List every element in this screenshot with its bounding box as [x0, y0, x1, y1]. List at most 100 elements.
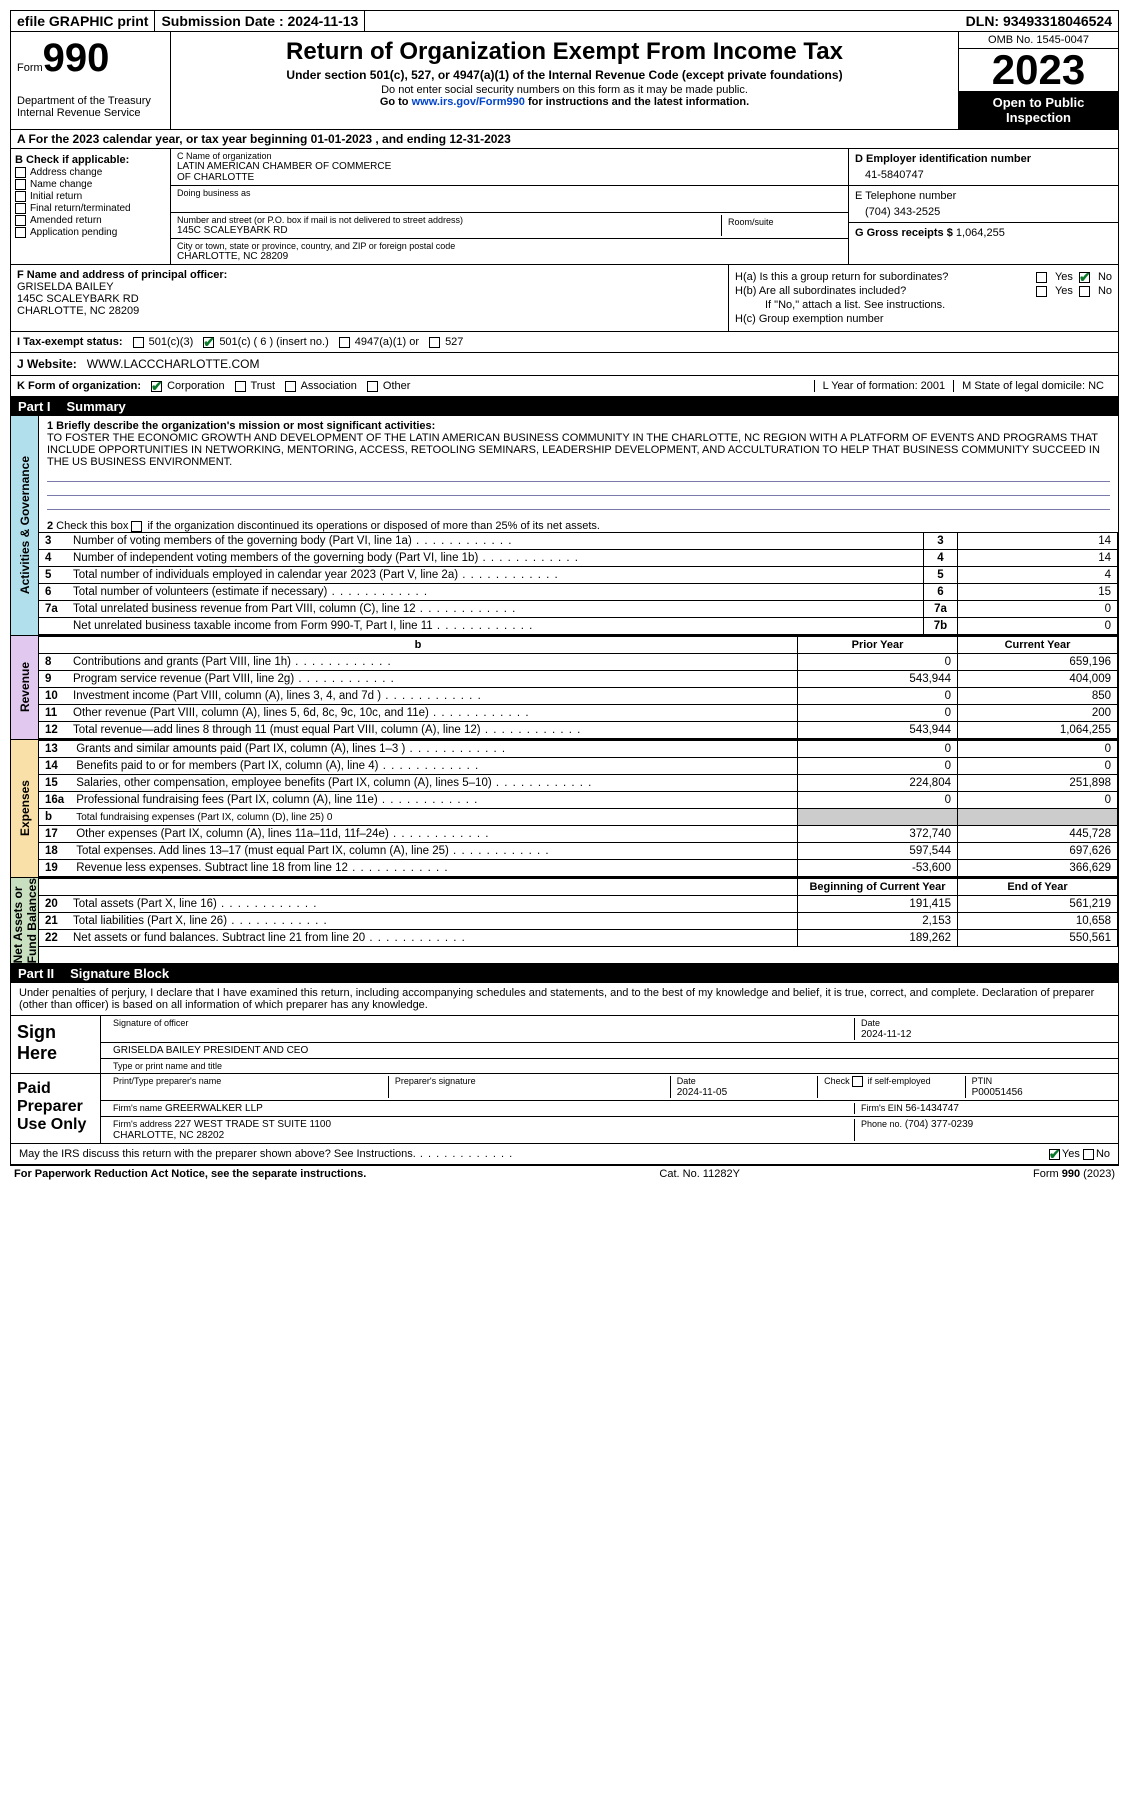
part-label: Part I [18, 399, 51, 414]
table-row: 7aTotal unrelated business revenue from … [39, 601, 1118, 618]
checkbox-icon[interactable] [133, 337, 144, 348]
b-opt-final: Final return/terminated [15, 203, 166, 214]
table-row: 11Other revenue (Part VIII, column (A), … [39, 705, 1118, 722]
checkbox-icon[interactable] [15, 203, 26, 214]
gross-cell: G Gross receipts $ 1,064,255 [849, 223, 1118, 243]
city-cell: City or town, state or province, country… [171, 239, 848, 264]
officer-name-addr: GRISELDA BAILEY 145C SCALEYBARK RD CHARL… [17, 281, 722, 317]
b-opt-pending: Application pending [15, 227, 166, 238]
dba-cell: Doing business as [171, 186, 848, 213]
hdr-end: End of Year [958, 879, 1118, 896]
room-suite-label: Room/suite [722, 215, 842, 236]
org-name: LATIN AMERICAN CHAMBER OF COMMERCE OF CH… [177, 161, 842, 183]
tab-revenue: Revenue [11, 636, 39, 739]
year-formation: L Year of formation: 2001 [814, 380, 954, 392]
checkbox-icon[interactable] [131, 521, 142, 532]
checkbox-icon[interactable] [15, 215, 26, 226]
declaration-text: Under penalties of perjury, I declare th… [11, 983, 1118, 1015]
table-row: 12Total revenue—add lines 8 through 11 (… [39, 722, 1118, 739]
officer-cell: F Name and address of principal officer:… [11, 265, 728, 331]
tab-expenses: Expenses [11, 740, 39, 877]
form-word: Form [17, 62, 43, 74]
col-deg: D Employer identification number 41-5840… [848, 149, 1118, 264]
subtitle-1: Under section 501(c), 527, or 4947(a)(1)… [179, 68, 950, 82]
checkbox-icon[interactable] [1079, 286, 1090, 297]
b-opt-amended: Amended return [15, 215, 166, 226]
prep-name-lbl: Print/Type preparer's name [107, 1076, 389, 1098]
org-name-cell: C Name of organization LATIN AMERICAN CH… [171, 149, 848, 186]
table-row: 8Contributions and grants (Part VIII, li… [39, 654, 1118, 671]
form-header: Form990 Department of the Treasury Inter… [10, 32, 1119, 130]
hdr-beg: Beginning of Current Year [798, 879, 958, 896]
checkbox-checked-icon[interactable] [203, 337, 214, 348]
part-1-header: Part I Summary [10, 397, 1119, 416]
irs-link[interactable]: www.irs.gov/Form990 [412, 96, 525, 108]
paid-preparer-label: Paid Preparer Use Only [11, 1074, 101, 1143]
table-row: 17Other expenses (Part IX, column (A), l… [39, 826, 1118, 843]
h-b-note: If "No," attach a list. See instructions… [735, 299, 1112, 311]
form-990: 990 [43, 36, 110, 80]
discuss-row: May the IRS discuss this return with the… [11, 1143, 1118, 1164]
checkbox-icon[interactable] [367, 381, 378, 392]
hdr-curr: Current Year [958, 637, 1118, 654]
col-b: B Check if applicable: Address change Na… [11, 149, 171, 264]
part-2-header: Part II Signature Block [10, 964, 1119, 983]
checkbox-checked-icon[interactable] [151, 381, 162, 392]
checkbox-checked-icon[interactable] [1049, 1149, 1060, 1160]
ein-cell: D Employer identification number 41-5840… [849, 149, 1118, 186]
checkbox-icon[interactable] [15, 167, 26, 178]
table-row: 13Grants and similar amounts paid (Part … [39, 741, 1118, 758]
ptin-cell: PTINP00051456 [966, 1076, 1112, 1098]
b-label: B Check if applicable: [15, 154, 166, 166]
checkbox-icon[interactable] [429, 337, 440, 348]
table-row: 20Total assets (Part X, line 16)191,4155… [39, 896, 1118, 913]
table-row: bTotal fundraising expenses (Part IX, co… [39, 809, 1118, 826]
table-row: 16aProfessional fundraising fees (Part I… [39, 792, 1118, 809]
phone-value: (704) 343-2525 [855, 202, 1112, 218]
checkbox-icon[interactable] [1083, 1149, 1094, 1160]
checkbox-icon[interactable] [15, 227, 26, 238]
form-title: Return of Organization Exempt From Incom… [179, 38, 950, 66]
checkbox-checked-icon[interactable] [1079, 272, 1090, 283]
table-row: 5Total number of individuals employed in… [39, 567, 1118, 584]
checkbox-icon[interactable] [1036, 272, 1047, 283]
checkbox-icon[interactable] [852, 1076, 863, 1087]
checkbox-icon[interactable] [15, 191, 26, 202]
checkbox-icon[interactable] [235, 381, 246, 392]
line-k: K Form of organization: Corporation Trus… [10, 376, 1119, 397]
sig-officer-lbl: Signature of officer [107, 1018, 855, 1040]
self-emp-cell: Check if self-employed [818, 1076, 965, 1098]
line-i: I Tax-exempt status: 501(c)(3) 501(c) ( … [10, 332, 1119, 353]
street-address: 145C SCALEYBARK RD [177, 225, 721, 236]
title-box: Return of Organization Exempt From Incom… [171, 32, 958, 129]
firm-addr-cell: Firm's address 227 WEST TRADE ST SUITE 1… [107, 1119, 855, 1141]
tax-year: 2023 [959, 49, 1118, 91]
website-value: WWW.LACCCHARLOTTE.COM [87, 357, 260, 371]
prep-date-cell: Date2024-11-05 [671, 1076, 818, 1098]
line-j: J Website: WWW.LACCCHARLOTTE.COM [10, 353, 1119, 376]
city-state-zip: CHARLOTTE, NC 28209 [177, 251, 842, 262]
officer-signed: GRISELDA BAILEY PRESIDENT AND CEO [107, 1045, 1112, 1056]
checkbox-icon[interactable] [1036, 286, 1047, 297]
table-row: 19Revenue less expenses. Subtract line 1… [39, 860, 1118, 877]
section-bcd: B Check if applicable: Address change Na… [10, 149, 1119, 265]
sign-here-label: Sign Here [11, 1016, 101, 1073]
checkbox-icon[interactable] [339, 337, 350, 348]
part-title: Signature Block [70, 966, 169, 981]
tab-netassets: Net Assets or Fund Balances [11, 878, 39, 963]
submission-cell: Submission Date : 2024-11-13 [155, 11, 365, 31]
section-fh: F Name and address of principal officer:… [10, 265, 1119, 332]
checkbox-icon[interactable] [15, 179, 26, 190]
part-title: Summary [67, 399, 126, 414]
h-c-row: H(c) Group exemption number [735, 313, 1112, 325]
gross-receipts: 1,064,255 [956, 227, 1005, 239]
checkbox-icon[interactable] [285, 381, 296, 392]
addr-cell: Number and street (or P.O. box if mail i… [171, 213, 848, 239]
phone-cell: E Telephone number (704) 343-2525 [849, 186, 1118, 223]
dept-text: Department of the Treasury Internal Reve… [17, 95, 164, 119]
b-opt-address: Address change [15, 167, 166, 178]
open-inspection: Open to Public Inspection [959, 91, 1118, 129]
sec-netassets: Net Assets or Fund Balances Beginning of… [10, 878, 1119, 964]
table-row: 15Salaries, other compensation, employee… [39, 775, 1118, 792]
form-ref: Form 990 (2023) [1033, 1168, 1115, 1180]
